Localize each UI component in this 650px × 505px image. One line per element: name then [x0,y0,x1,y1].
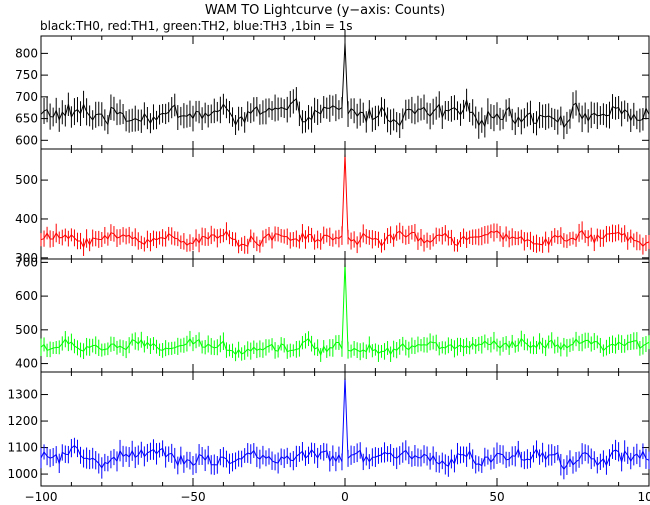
y-tick-label: 600 [15,133,38,147]
panel-th2: 400 500 600 700 [15,255,650,373]
panel-th1: 300 400 500 [15,144,650,265]
y-tick-label: 1300 [7,388,38,402]
y-tick-label: 400 [15,357,38,371]
error-bars [40,144,650,256]
y-tick-label: 600 [15,289,38,303]
panel-th3: 1000 1100 1200 1300 [7,369,650,487]
y-tick-label: 400 [15,212,38,226]
chart-subtitle: black:TH0, red:TH1, green:TH2, blue:TH3 … [40,19,353,33]
panel-th0: 600 650 700 750 800 [15,30,650,150]
y-tick-label: 500 [15,173,38,187]
y-tick-label: 300 [15,251,38,265]
x-tick-label: −100 [25,490,58,504]
x-tick-label: 100 [638,490,650,504]
y-tick-label: 800 [15,46,38,60]
error-bars [40,257,650,362]
y-tick-label: 500 [15,323,38,337]
chart-title: WAM TO Lightcurve (y−axis: Counts) [205,3,445,18]
x-axis: −100 −50 0 50 100 [25,36,650,504]
error-bars [40,30,650,140]
y-tick-label: 1100 [7,441,38,455]
y-tick-label: 700 [15,90,38,104]
y-tick-label: 1200 [7,414,38,428]
error-bars [40,369,650,480]
x-tick-label: −50 [180,490,205,504]
x-tick-label: 50 [489,490,504,504]
y-tick-label: 650 [15,112,38,126]
x-tick-label: 0 [341,490,349,504]
panels: 600 650 700 750 800 300 400 500 400 500 600 700 1000… [7,30,650,487]
y-tick-label: 750 [15,68,38,82]
y-tick-label: 1000 [7,467,38,481]
y-tick-label: 700 [15,255,38,269]
